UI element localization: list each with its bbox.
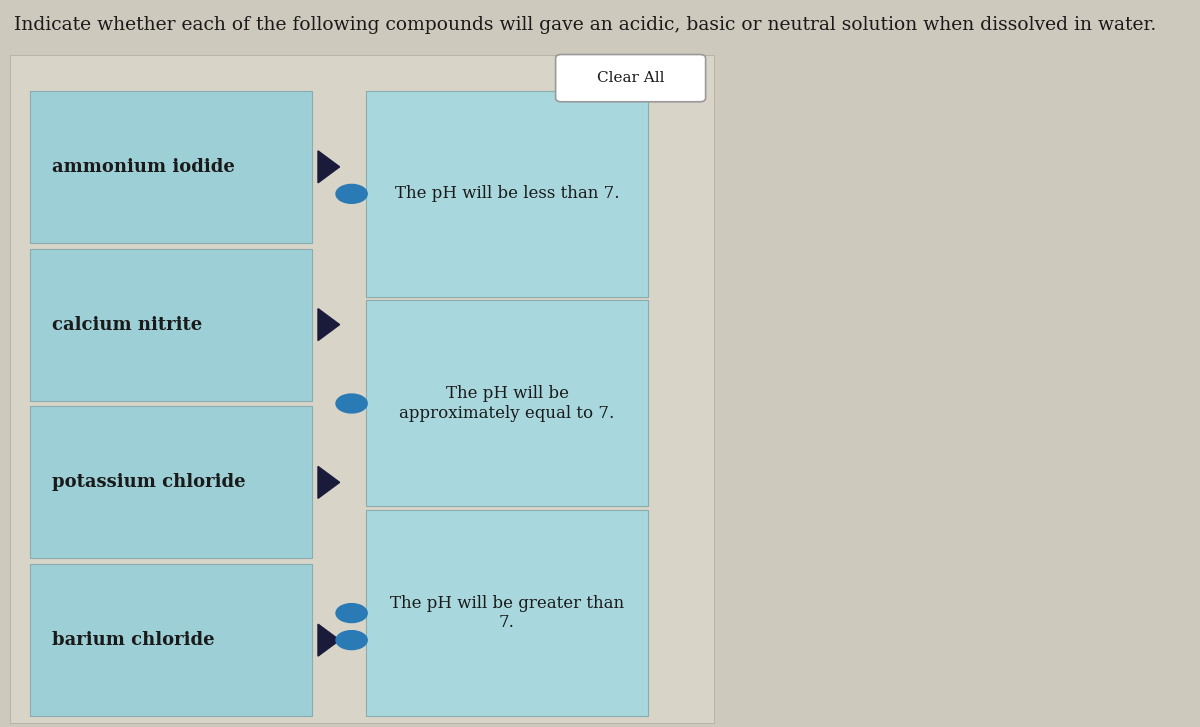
- Text: The pH will be
approximately equal to 7.: The pH will be approximately equal to 7.: [400, 385, 614, 422]
- Text: calcium nitrite: calcium nitrite: [52, 316, 202, 334]
- Text: Clear All: Clear All: [596, 71, 665, 85]
- Text: The pH will be less than 7.: The pH will be less than 7.: [395, 185, 619, 202]
- Text: potassium chloride: potassium chloride: [52, 473, 245, 491]
- Text: The pH will be greater than
7.: The pH will be greater than 7.: [390, 595, 624, 632]
- Text: barium chloride: barium chloride: [52, 631, 215, 649]
- Text: ammonium iodide: ammonium iodide: [52, 158, 234, 176]
- Text: Indicate whether each of the following compounds will gave an acidic, basic or n: Indicate whether each of the following c…: [14, 16, 1157, 34]
